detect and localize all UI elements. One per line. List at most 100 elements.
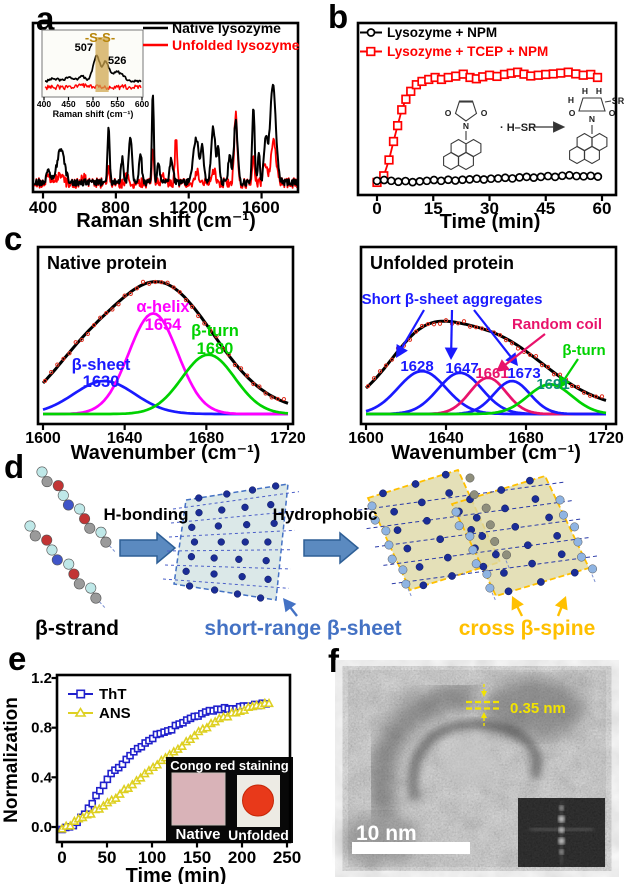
svg-text:H: H bbox=[568, 95, 574, 105]
e-ytick-08: 0.8 bbox=[31, 720, 52, 737]
b-tick-60: 60 bbox=[593, 199, 612, 218]
c-left-xaxis-label: Wavenumber (cm⁻¹) bbox=[71, 442, 261, 464]
panel-f-letter: f bbox=[328, 642, 339, 679]
panel-f-tem-image: 0.35 nm 10 nm bbox=[340, 670, 606, 867]
c-label-alpha-helix: α-helix bbox=[136, 298, 190, 316]
panel-d-assembly-diagram: H-bonding Hydrophobic β-strand short-ran… bbox=[24, 466, 599, 640]
c-label-random-coil: Random coil bbox=[512, 316, 602, 333]
svg-text:O: O bbox=[445, 108, 452, 118]
f-spacing-annotation: 0.35 nm bbox=[510, 700, 566, 717]
panel-e-normalization-chart: 0.0 0.4 0.8 1.2 0 50 100 150 200 250 Nor… bbox=[1, 670, 301, 884]
c-label-1647: 1647 bbox=[445, 360, 478, 377]
a-xaxis-label: Raman shift (cm⁻¹) bbox=[76, 210, 255, 232]
c-label-1628: 1628 bbox=[400, 358, 433, 375]
c-label-beta-turn-unfolded: β-turn bbox=[562, 342, 605, 359]
panel-b-letter: b bbox=[328, 0, 349, 35]
panel-a-raman-chart: 400 800 1200 1600 Raman shift (cm⁻¹) Nat… bbox=[29, 20, 300, 232]
a-inset-xaxis-label: Raman shift (cm⁻¹) bbox=[53, 109, 134, 119]
a-inset-peak-526: 526 bbox=[108, 55, 126, 67]
a-tick-400: 400 bbox=[29, 198, 57, 217]
e-ytick-00: 0.0 bbox=[31, 819, 52, 836]
c-label-beta-sheet: β-sheet bbox=[72, 356, 131, 374]
f-scale-bar-label: 10 nm bbox=[356, 822, 417, 845]
panel-c-letter: c bbox=[4, 220, 23, 257]
e-xtick-250: 250 bbox=[273, 848, 301, 867]
c-label-1654: 1654 bbox=[145, 316, 183, 334]
panel-d-graphics bbox=[24, 466, 599, 617]
c-label-1673: 1673 bbox=[507, 365, 540, 382]
a-inset-tick-550: 550 bbox=[110, 99, 124, 109]
d-beta-strand-label: β-strand bbox=[35, 617, 119, 640]
b-legend-tcep-npm: Lysozyme + TCEP + NPM bbox=[387, 44, 548, 59]
e-xtick-50: 50 bbox=[98, 848, 117, 867]
panel-c-plots bbox=[36, 245, 618, 430]
c-unfolded-title: Unfolded protein bbox=[370, 253, 514, 273]
d-arrow2-label: Hydrophobic bbox=[273, 505, 378, 524]
b-tick-45: 45 bbox=[536, 199, 555, 218]
b-legend-npm: Lysozyme + NPM bbox=[387, 25, 497, 40]
svg-text:O: O bbox=[569, 108, 576, 118]
a-inset-peak-507: 507 bbox=[75, 42, 93, 54]
panel-e-letter: e bbox=[8, 640, 27, 677]
svg-text:N: N bbox=[589, 114, 595, 124]
a-inset-tick-400: 400 bbox=[37, 99, 51, 109]
svg-text:O: O bbox=[609, 108, 616, 118]
c-left-tick-1720: 1720 bbox=[270, 430, 306, 447]
a-inset-tick-450: 450 bbox=[61, 99, 75, 109]
a-tick-1600: 1600 bbox=[242, 198, 280, 217]
c-label-1661: 1661 bbox=[475, 365, 508, 382]
panel-e-plot bbox=[51, 673, 293, 848]
e-legend-ans: ANS bbox=[99, 705, 131, 722]
c-label-short-beta-sheet-aggregates: Short β-sheet aggregates bbox=[362, 291, 543, 308]
d-short-range-beta-sheet-label: short-range β-sheet bbox=[204, 617, 401, 640]
c-right-tick-1600: 1600 bbox=[348, 430, 384, 447]
e-inset-title: Congo red staining bbox=[170, 758, 289, 773]
panel-c-ftir-charts: Native protein Unfolded protein 1600 164… bbox=[25, 245, 624, 464]
panel-a-plot bbox=[31, 21, 300, 199]
b-tick-15: 15 bbox=[424, 199, 443, 218]
c-right-tick-1640: 1640 bbox=[428, 430, 464, 447]
a-tick-1200: 1200 bbox=[169, 198, 207, 217]
c-right-tick-1680: 1680 bbox=[508, 430, 544, 447]
b-xaxis-label: Time (min) bbox=[440, 211, 541, 233]
c-left-tick-1640: 1640 bbox=[107, 430, 143, 447]
a-inset-tick-600: 600 bbox=[135, 99, 149, 109]
svg-text:N: N bbox=[463, 121, 469, 131]
svg-text:H: H bbox=[596, 86, 602, 96]
e-inset-unfolded-label: Unfolded bbox=[228, 827, 289, 843]
e-inset-native-label: Native bbox=[175, 826, 220, 843]
svg-text:O: O bbox=[481, 108, 488, 118]
b-tick-0: 0 bbox=[372, 199, 381, 218]
panel-d-letter: d bbox=[4, 448, 25, 485]
c-right-tick-1720: 1720 bbox=[588, 430, 624, 447]
a-inset-tick-500: 500 bbox=[86, 99, 100, 109]
c-right-xaxis-label: Wavenumber (cm⁻¹) bbox=[391, 442, 581, 464]
e-xtick-200: 200 bbox=[228, 848, 256, 867]
e-xtick-150: 150 bbox=[183, 848, 211, 867]
b-tick-30: 30 bbox=[480, 199, 499, 218]
a-legend-unfolded: Unfolded lysozyme bbox=[172, 37, 300, 53]
e-yaxis-label: Normalization bbox=[1, 697, 22, 823]
c-native-title: Native protein bbox=[47, 253, 167, 273]
c-label-beta-turn: β-turn bbox=[191, 322, 239, 340]
svg-text:H: H bbox=[582, 86, 588, 96]
e-xtick-0: 0 bbox=[57, 848, 66, 867]
c-label-1630: 1630 bbox=[83, 373, 120, 391]
a-legend-native: Native lysozyme bbox=[172, 20, 281, 36]
a-tick-800: 800 bbox=[101, 198, 129, 217]
e-ytick-04: 0.4 bbox=[31, 769, 53, 786]
e-xtick-100: 100 bbox=[138, 848, 166, 867]
svg-text:SR: SR bbox=[612, 96, 625, 106]
d-arrow1-label: H-bonding bbox=[104, 505, 189, 524]
svg-text:· H–SR: · H–SR bbox=[500, 122, 536, 134]
d-cross-beta-spine-label: cross β-spine bbox=[459, 617, 596, 640]
c-left-tick-1600: 1600 bbox=[25, 430, 61, 447]
e-ytick-12: 1.2 bbox=[31, 670, 52, 687]
c-label-1680: 1680 bbox=[197, 340, 234, 358]
a-inset-ss-band-label: -S-S- bbox=[85, 30, 115, 45]
c-left-tick-1680: 1680 bbox=[189, 430, 225, 447]
